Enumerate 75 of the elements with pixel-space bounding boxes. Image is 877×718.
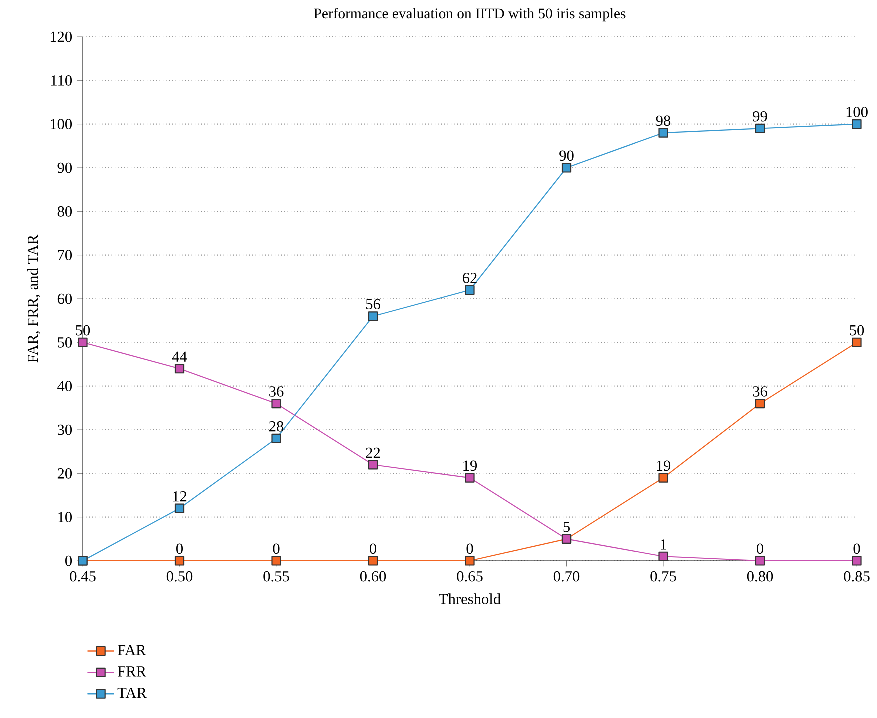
y-tick-label: 110 [52, 76, 72, 86]
y-tick-label: 100 [50, 119, 72, 130]
x-tick-label: 0.50 [166, 571, 193, 582]
x-tick-label: 0.70 [554, 571, 580, 582]
point [755, 399, 766, 409]
data-label: 0 [273, 544, 280, 554]
x-axis-title: Threshold [439, 594, 501, 604]
x-tick-label: 0.45 [70, 571, 96, 582]
point [562, 163, 572, 173]
x-tick-label: 0.60 [360, 571, 386, 582]
y-tick-label: 90 [58, 162, 72, 174]
point [272, 556, 282, 566]
y-tick-label: 60 [58, 294, 72, 304]
data-label: 1 [661, 540, 666, 550]
point [852, 338, 862, 348]
data-label: 19 [464, 460, 478, 472]
point [174, 364, 185, 374]
y-tick-label: 40 [58, 381, 72, 392]
x-tick-label: 0.55 [264, 571, 290, 582]
data-label: 90 [560, 150, 574, 162]
legend-label: TAR [118, 688, 147, 698]
data-label: 0 [757, 544, 764, 554]
x-tick-label: 0.80 [747, 571, 774, 582]
x-tick-label: 0.75 [650, 571, 676, 582]
y-tick-label: 50 [58, 338, 72, 348]
point [174, 556, 185, 566]
data-label: 99 [753, 111, 768, 122]
x-tick-label: 0.85 [844, 571, 870, 582]
y-tick-label: 0 [66, 556, 72, 566]
point [658, 552, 668, 562]
point [368, 460, 378, 470]
point [272, 399, 282, 409]
point [174, 504, 185, 514]
y-tick-label: 20 [58, 468, 72, 479]
y-tick-label: 80 [58, 206, 72, 217]
point [465, 473, 475, 483]
point [272, 434, 282, 444]
data-label: 12 [173, 492, 187, 502]
point [368, 312, 378, 322]
data-label: 0 [854, 544, 860, 554]
data-label: 0 [176, 544, 184, 554]
point [465, 285, 475, 296]
data-label: 5 [564, 522, 570, 532]
point [755, 556, 766, 566]
data-label: 36 [753, 386, 768, 397]
data-label: 19 [657, 460, 671, 472]
chart-title: Performance evaluation on IITD with 50 iris samples [314, 8, 626, 22]
data-label: 44 [172, 352, 188, 362]
point [852, 120, 862, 130]
point [658, 473, 668, 483]
data-label: 22 [366, 448, 380, 458]
data-label: 0 [466, 544, 474, 554]
point [368, 556, 378, 566]
point [465, 556, 475, 566]
y-tick-label: 30 [58, 424, 72, 436]
data-label: 50 [76, 325, 90, 336]
point [658, 128, 668, 138]
data-label: 36 [270, 386, 284, 397]
data-label: 28 [270, 421, 284, 432]
point [78, 338, 88, 348]
x-tick-label: 0.65 [457, 571, 483, 582]
data-label: 100 [846, 107, 868, 118]
data-label: 50 [850, 325, 864, 336]
y-axis-title: FAR, FRR, and TAR [27, 234, 40, 363]
data-label: 98 [656, 116, 671, 126]
y-tick-label: 70 [58, 250, 72, 260]
data-label: 0 [370, 544, 377, 554]
point [755, 124, 766, 134]
legend-label: FRR [118, 666, 147, 677]
legend-label: FAR [118, 645, 146, 656]
point [852, 556, 862, 566]
y-tick-label: 120 [50, 32, 72, 42]
data-label: 56 [366, 299, 380, 310]
y-tick-label: 10 [58, 512, 72, 523]
data-label: 62 [462, 273, 477, 284]
